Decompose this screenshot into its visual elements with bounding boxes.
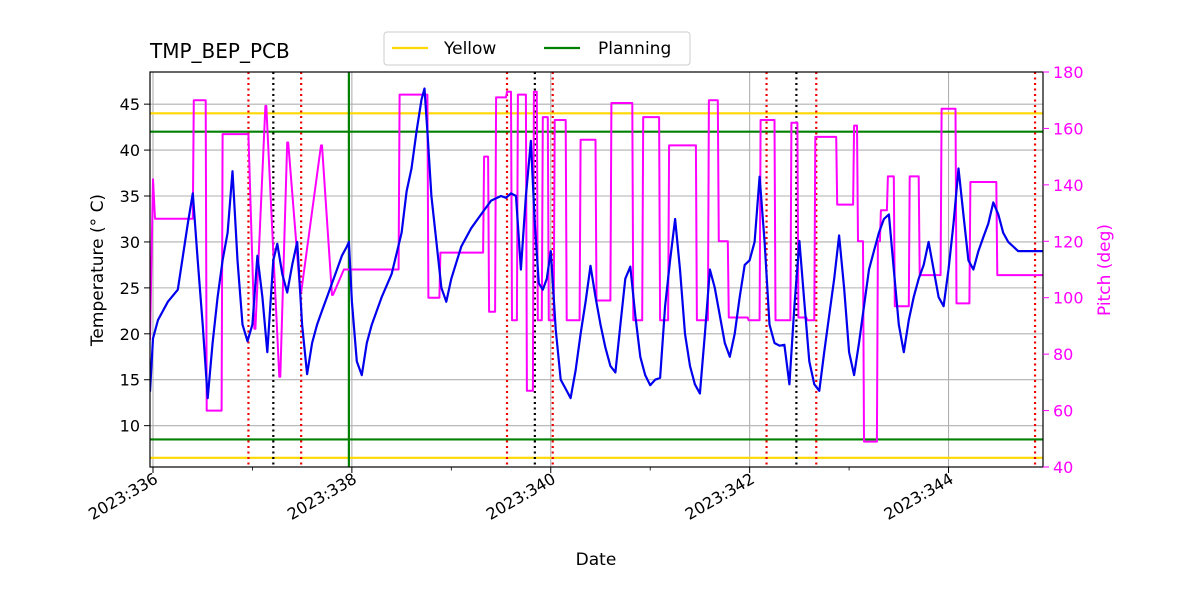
y-tick-label: 20 (120, 325, 140, 344)
y2-tick-label: 180 (1053, 63, 1084, 82)
y2-tick-label: 160 (1053, 119, 1084, 138)
limit-lines (150, 112, 1043, 459)
legend-label-planning: Planning (598, 39, 671, 59)
legend-box (383, 31, 691, 66)
y-tick-label: 45 (120, 95, 140, 114)
series (150, 87, 1043, 443)
y-axis-title: Temperature (° C) (88, 194, 108, 347)
y-tick-label: 25 (120, 279, 140, 298)
chart-title: TMP_BEP_PCB (149, 39, 290, 63)
x-axis-title: Date (576, 550, 617, 570)
y-tick-label: 40 (120, 141, 140, 160)
y-tick-label: 15 (120, 371, 140, 390)
legend-label-yellow: Yellow (443, 39, 496, 59)
y-tick-label: 10 (120, 417, 140, 436)
legend: Yellow Planning (383, 31, 691, 66)
y2-tick-label: 100 (1053, 289, 1084, 308)
y-tick-label: 30 (120, 233, 140, 252)
y2-tick-label: 40 (1053, 458, 1073, 477)
y2-tick-label: 80 (1053, 345, 1073, 364)
y-tick-label: 35 (120, 187, 140, 206)
y2-axis-title: Pitch (deg) (1095, 224, 1115, 316)
y2-tick-label: 60 (1053, 402, 1073, 421)
plot-frame (149, 71, 1044, 468)
y2-tick-label: 140 (1053, 176, 1084, 195)
temperature-series-line (150, 87, 1043, 400)
y2-tick-label: 120 (1053, 232, 1084, 251)
